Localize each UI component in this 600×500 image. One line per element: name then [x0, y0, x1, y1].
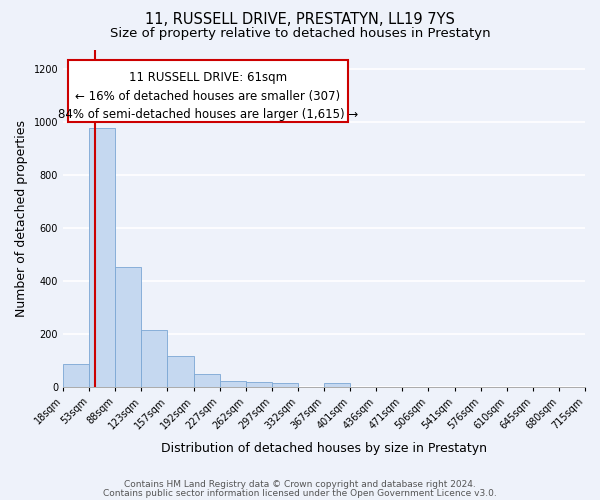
Text: Contains HM Land Registry data © Crown copyright and database right 2024.: Contains HM Land Registry data © Crown c…	[124, 480, 476, 489]
Bar	[194, 374, 220, 387]
Bar	[272, 383, 298, 387]
Text: ← 16% of detached houses are smaller (307): ← 16% of detached houses are smaller (30…	[76, 90, 340, 103]
Bar	[142, 330, 167, 387]
Text: 11, RUSSELL DRIVE, PRESTATYN, LL19 7YS: 11, RUSSELL DRIVE, PRESTATYN, LL19 7YS	[145, 12, 455, 28]
Bar	[246, 382, 272, 387]
Bar	[167, 356, 194, 387]
Bar	[89, 128, 115, 387]
Bar	[324, 383, 350, 387]
FancyBboxPatch shape	[68, 60, 347, 122]
Bar	[63, 364, 89, 387]
Text: 84% of semi-detached houses are larger (1,615) →: 84% of semi-detached houses are larger (…	[58, 108, 358, 121]
X-axis label: Distribution of detached houses by size in Prestatyn: Distribution of detached houses by size …	[161, 442, 487, 455]
Bar	[115, 268, 142, 387]
Text: 11 RUSSELL DRIVE: 61sqm: 11 RUSSELL DRIVE: 61sqm	[129, 71, 287, 84]
Y-axis label: Number of detached properties: Number of detached properties	[15, 120, 28, 317]
Text: Contains public sector information licensed under the Open Government Licence v3: Contains public sector information licen…	[103, 488, 497, 498]
Text: Size of property relative to detached houses in Prestatyn: Size of property relative to detached ho…	[110, 28, 490, 40]
Bar	[220, 381, 246, 387]
